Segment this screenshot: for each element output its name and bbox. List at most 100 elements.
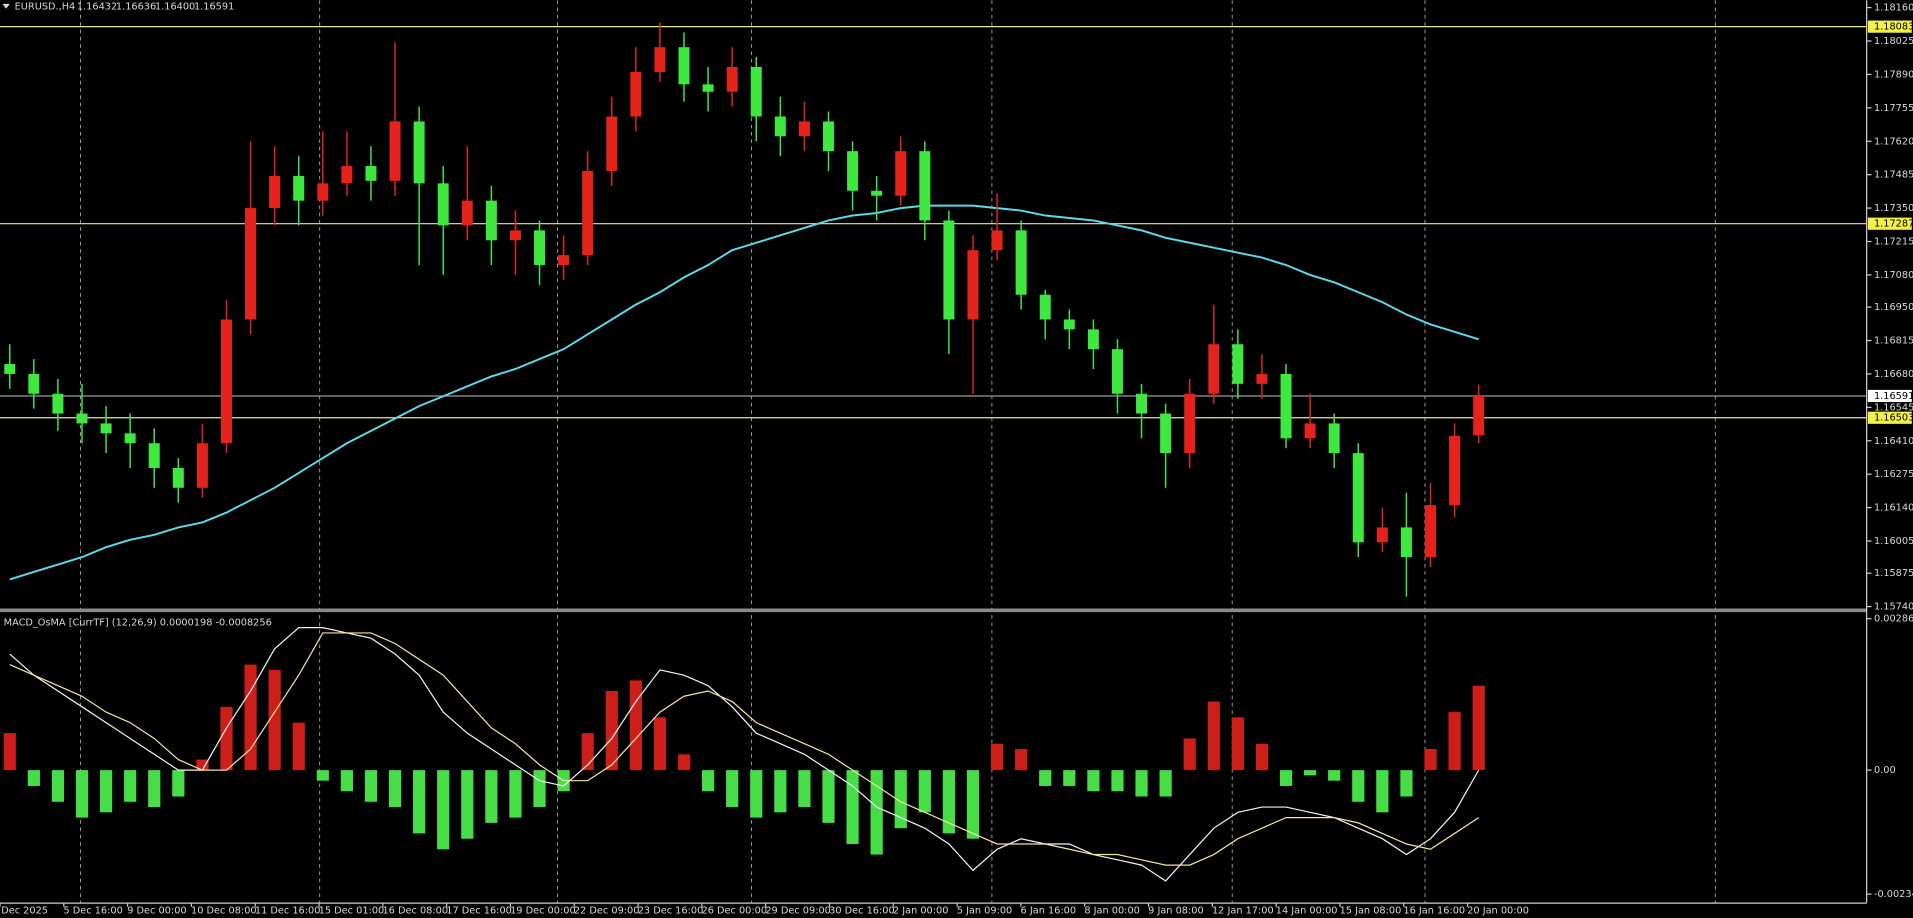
- histogram-bar: [220, 706, 233, 771]
- histogram-bar: [1255, 743, 1269, 771]
- symbol-menu-icon[interactable]: [2, 3, 10, 9]
- histogram-bar: [774, 770, 787, 813]
- candle-body: [293, 175, 305, 201]
- price-tick-label: 1.17350: [1874, 203, 1913, 214]
- candle-body: [148, 443, 160, 469]
- time-label: 14 Jan 00:00: [1276, 905, 1338, 916]
- histogram-bar: [1424, 749, 1437, 771]
- histogram-bar: [268, 669, 281, 771]
- price-tick-label: 1.17080: [1874, 270, 1913, 281]
- histogram-bar: [316, 770, 329, 781]
- price-tick-label: 1.16005: [1874, 536, 1913, 547]
- time-label: 19 Dec 00:00: [510, 905, 576, 916]
- macd-main-line: [9, 627, 1480, 882]
- price-tick-label: 1.16140: [1874, 503, 1913, 514]
- histogram-bar: [701, 770, 715, 792]
- time-label: 16 Jan 16:00: [1403, 905, 1465, 916]
- level-label: 1.18083: [1874, 22, 1913, 33]
- candle-body: [1160, 413, 1172, 454]
- time-label: 12 Jan 17:00: [1212, 905, 1274, 916]
- histogram-bar: [629, 680, 642, 771]
- candle-body: [943, 220, 955, 320]
- current-price-box: [1867, 389, 1912, 403]
- candle-body: [630, 71, 642, 117]
- candle-body: [871, 190, 883, 196]
- candle-body: [534, 230, 546, 266]
- candle-body: [1400, 527, 1412, 558]
- candle-body: [4, 364, 16, 374]
- histogram-bar: [340, 770, 353, 792]
- histogram-bar: [1183, 738, 1196, 771]
- candle-body: [1136, 393, 1148, 414]
- candle-body: [750, 66, 762, 117]
- time-label: 15 Dec 01:00: [319, 905, 385, 916]
- time-label: 22 Dec 09:00: [574, 905, 640, 916]
- candle-body: [28, 373, 40, 394]
- price-tick-label: 1.18025: [1874, 36, 1913, 47]
- price-tick-label: 1.18160: [1874, 3, 1913, 14]
- histogram-bar: [1376, 770, 1389, 813]
- time-label: 23 Dec 16:00: [638, 905, 704, 916]
- time-label: 6 Jan 16:00: [1021, 905, 1077, 916]
- histogram-bar: [1015, 749, 1028, 771]
- histogram-bar: [942, 770, 955, 834]
- time-label: 11 Dec 16:00: [255, 905, 321, 916]
- candle-body: [798, 121, 810, 137]
- time-label: 9 Jan 08:00: [1148, 905, 1204, 916]
- candle-body: [269, 175, 281, 209]
- histogram-bar: [1039, 770, 1052, 786]
- histogram-bar: [99, 770, 113, 813]
- macd-tick-label: 0.0028694: [1874, 614, 1913, 625]
- candle-body: [413, 121, 425, 184]
- time-label: 10 Dec 08:00: [191, 905, 257, 916]
- candle-body: [461, 200, 473, 226]
- time-label: 26 Dec 00:00: [702, 905, 768, 916]
- ohlc-open: 1.16432: [77, 1, 117, 12]
- histogram-bar: [726, 770, 739, 808]
- price-tick-label: 1.16950: [1874, 302, 1913, 313]
- candle-body: [847, 151, 859, 191]
- price-tick-label: 1.16815: [1874, 336, 1913, 347]
- time-label: 29 Dec 09:00: [765, 905, 831, 916]
- ohlc-low: 1.16400: [155, 1, 195, 12]
- candle-body: [317, 183, 329, 201]
- histogram-bar: [1400, 770, 1413, 797]
- candle-body: [823, 121, 834, 152]
- candle-body: [100, 423, 112, 434]
- price-tick-label: 1.17890: [1874, 69, 1913, 80]
- histogram-bar: [1207, 701, 1220, 771]
- histogram-bar: [894, 770, 907, 829]
- histogram-bar: [750, 770, 763, 818]
- histogram-bar: [605, 690, 618, 771]
- histogram-bar: [1328, 770, 1341, 781]
- candle-body: [389, 121, 401, 181]
- candle-body: [1304, 423, 1316, 439]
- histogram-bar: [461, 770, 474, 839]
- candle-body: [654, 47, 666, 72]
- candle-body: [124, 433, 136, 444]
- price-tick-label: 1.16680: [1874, 369, 1913, 380]
- histogram-bar: [822, 770, 835, 823]
- candle-body: [245, 208, 257, 320]
- histogram-bar: [172, 770, 185, 797]
- candle-body: [1352, 453, 1364, 543]
- candle-body: [774, 116, 786, 137]
- histogram-bar: [51, 770, 65, 802]
- candle-body: [1376, 527, 1388, 543]
- histogram-bar: [75, 770, 89, 818]
- time-label: 5 Dec 16:00: [63, 905, 122, 916]
- histogram-bar: [148, 770, 161, 808]
- candle-body: [365, 166, 377, 181]
- histogram-bar: [485, 770, 498, 823]
- macd-tick-label: 0.00: [1874, 765, 1896, 776]
- histogram-bar: [677, 754, 691, 771]
- symbol-label: EURUSD.,H4: [15, 1, 76, 12]
- histogram-bar: [364, 770, 378, 802]
- candle-body: [702, 84, 714, 92]
- ohlc-high: 1.16636: [116, 1, 156, 12]
- histogram-bar: [870, 770, 883, 855]
- histogram-bar: [1063, 770, 1076, 786]
- histogram-bar: [1352, 770, 1365, 802]
